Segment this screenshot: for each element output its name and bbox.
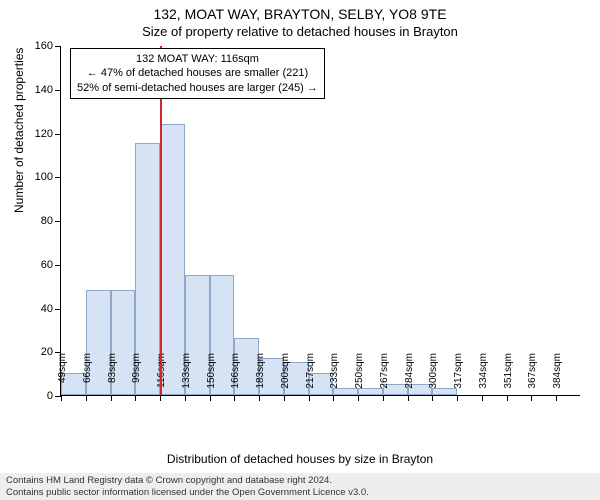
- chart-title-main: 132, MOAT WAY, BRAYTON, SELBY, YO8 9TE: [0, 0, 600, 22]
- y-tick: [55, 134, 61, 135]
- chart-title-sub: Size of property relative to detached ho…: [0, 22, 600, 39]
- x-tick-label: 66sqm: [82, 353, 93, 403]
- y-tick-label: 20: [41, 346, 53, 358]
- x-tick-label: 284sqm: [404, 353, 415, 403]
- y-tick: [55, 221, 61, 222]
- y-tick-label: 100: [35, 171, 53, 183]
- annotation-line-1: 132 MOAT WAY: 116sqm: [77, 52, 318, 66]
- y-tick-label: 40: [41, 303, 53, 315]
- footer: Contains HM Land Registry data © Crown c…: [0, 473, 600, 500]
- x-tick-label: 367sqm: [527, 353, 538, 403]
- y-tick: [55, 309, 61, 310]
- y-tick-label: 160: [35, 40, 53, 52]
- annotation-box: 132 MOAT WAY: 116sqm← 47% of detached ho…: [70, 48, 325, 99]
- footer-line-1: Contains HM Land Registry data © Crown c…: [6, 475, 594, 486]
- y-tick: [55, 46, 61, 47]
- chart-container: 132, MOAT WAY, BRAYTON, SELBY, YO8 9TE S…: [0, 0, 600, 500]
- y-tick-label: 0: [47, 390, 53, 402]
- x-tick-label: 183sqm: [255, 353, 266, 403]
- y-axis-label: Number of detached properties: [12, 48, 26, 213]
- x-tick-label: 250sqm: [354, 353, 365, 403]
- x-tick-label: 300sqm: [428, 353, 439, 403]
- x-tick-label: 334sqm: [478, 353, 489, 403]
- x-tick-label: 99sqm: [131, 353, 142, 403]
- annotation-line-3: 52% of semi-detached houses are larger (…: [77, 81, 318, 95]
- x-tick-label: 150sqm: [206, 353, 217, 403]
- x-axis-label: Distribution of detached houses by size …: [0, 452, 600, 466]
- footer-line-2: Contains public sector information licen…: [6, 487, 594, 498]
- x-tick-label: 217sqm: [305, 353, 316, 403]
- y-tick-label: 140: [35, 84, 53, 96]
- x-tick-label: 351sqm: [503, 353, 514, 403]
- y-tick: [55, 265, 61, 266]
- x-tick-label: 267sqm: [379, 353, 390, 403]
- x-tick-label: 317sqm: [453, 353, 464, 403]
- x-tick-label: 233sqm: [329, 353, 340, 403]
- x-tick-label: 83sqm: [107, 353, 118, 403]
- y-tick-label: 120: [35, 128, 53, 140]
- x-tick-label: 384sqm: [552, 353, 563, 403]
- x-tick-label: 166sqm: [230, 353, 241, 403]
- y-tick-label: 80: [41, 215, 53, 227]
- x-tick-label: 49sqm: [57, 353, 68, 403]
- x-tick-label: 200sqm: [280, 353, 291, 403]
- y-tick: [55, 90, 61, 91]
- x-tick-label: 133sqm: [181, 353, 192, 403]
- y-tick: [55, 177, 61, 178]
- annotation-line-2: ← 47% of detached houses are smaller (22…: [77, 66, 318, 80]
- y-tick-label: 60: [41, 259, 53, 271]
